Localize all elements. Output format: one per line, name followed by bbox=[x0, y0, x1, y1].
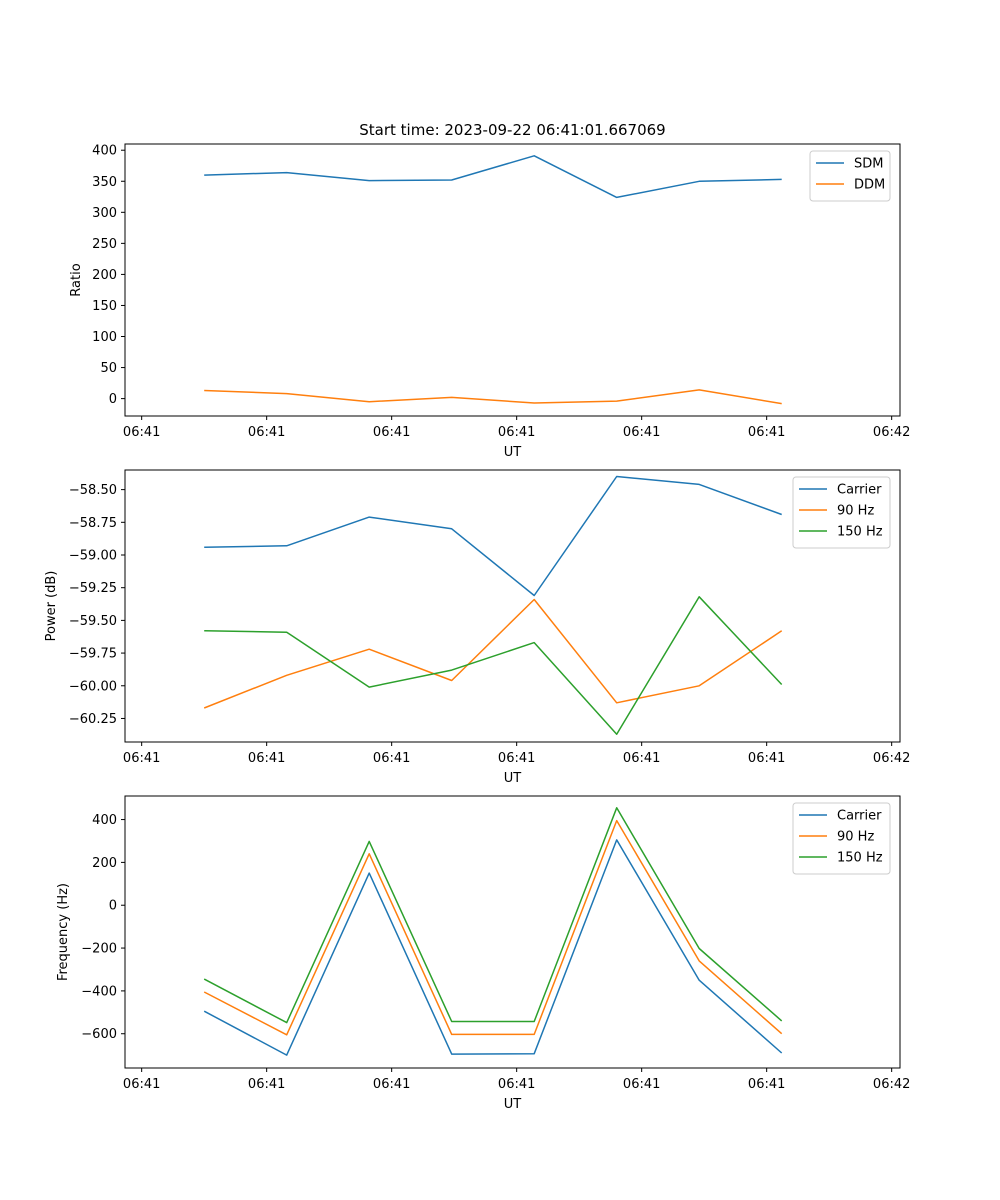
y-tick-label: −60.25 bbox=[69, 712, 117, 727]
x-tick-label: 06:41 bbox=[373, 1077, 410, 1092]
legend: SDM DDM bbox=[809, 150, 891, 202]
legend-label: SDM bbox=[854, 157, 883, 172]
y-tick-label: 0 bbox=[109, 392, 117, 407]
x-tick-label: 06:41 bbox=[123, 1077, 160, 1092]
y-tick-label: −59.75 bbox=[69, 647, 117, 662]
x-tick-label: 06:41 bbox=[623, 751, 660, 766]
x-tick-label: 06:41 bbox=[748, 425, 785, 440]
x-tick-label: 06:41 bbox=[748, 1077, 785, 1092]
legend-label: 90 Hz bbox=[837, 830, 874, 845]
series-line-carrier bbox=[203, 839, 783, 1056]
series-line-90-hz bbox=[203, 819, 783, 1036]
series-line-90-hz bbox=[203, 598, 783, 709]
x-axis-label: UT bbox=[504, 771, 522, 786]
series-line-ddm bbox=[204, 389, 782, 405]
y-tick-label: −59.00 bbox=[69, 549, 117, 564]
x-tick-label: 06:41 bbox=[123, 751, 160, 766]
plot-frame bbox=[124, 795, 901, 1069]
y-tick-label: 150 bbox=[92, 299, 117, 314]
x-tick-label: 06:42 bbox=[873, 751, 910, 766]
chart-title: Start time: 2023-09-22 06:41:01.667069 bbox=[359, 121, 665, 139]
y-tick-label: 250 bbox=[92, 237, 117, 252]
y-tick-label: 350 bbox=[92, 175, 117, 190]
legend-label: Carrier bbox=[837, 483, 882, 498]
y-tick-label: −60.00 bbox=[69, 679, 117, 694]
legend-label: Carrier bbox=[837, 809, 882, 824]
y-tick-label: 0 bbox=[109, 899, 117, 914]
x-tick-label: 06:41 bbox=[498, 751, 535, 766]
legend: Carrier 90 Hz 150 Hz bbox=[792, 802, 891, 875]
x-tick-label: 06:41 bbox=[623, 1077, 660, 1092]
x-tick-label: 06:41 bbox=[248, 1077, 285, 1092]
legend: Carrier 90 Hz 150 Hz bbox=[792, 476, 891, 549]
y-tick-label: 400 bbox=[92, 813, 117, 828]
x-tick-label: 06:42 bbox=[873, 425, 910, 440]
x-tick-label: 06:41 bbox=[248, 425, 285, 440]
series-line-150-hz bbox=[204, 596, 783, 735]
series-line-sdm bbox=[204, 155, 782, 199]
x-tick-label: 06:41 bbox=[123, 425, 160, 440]
y-axis-label: Frequency (Hz) bbox=[56, 883, 71, 981]
x-tick-label: 06:41 bbox=[498, 425, 535, 440]
y-tick-label: −58.75 bbox=[69, 516, 117, 531]
chart-panel-1: 06:41 06:41 06:41 06:41 06:41 06:41 06:42 0 50 10… bbox=[69, 121, 910, 460]
y-tick-label: 400 bbox=[92, 144, 117, 159]
legend-label: 90 Hz bbox=[837, 504, 874, 519]
y-axis-label: Power (dB) bbox=[44, 571, 59, 642]
chart-panel-2: 06:41 06:41 06:41 06:41 06:41 06:41 06:42 −60.2… bbox=[44, 469, 910, 786]
plot-frame bbox=[124, 469, 901, 743]
plot-frame bbox=[124, 143, 901, 417]
x-tick-label: 06:41 bbox=[248, 751, 285, 766]
chart-panel-3: 06:41 06:41 06:41 06:41 06:41 06:41 06:42 −600 −… bbox=[56, 795, 910, 1112]
legend-label: 150 Hz bbox=[837, 525, 883, 540]
x-tick-label: 06:41 bbox=[498, 1077, 535, 1092]
x-tick-label: 06:41 bbox=[623, 425, 660, 440]
legend-label: 150 Hz bbox=[837, 851, 883, 866]
series-line-carrier bbox=[204, 475, 782, 597]
series-line-150-hz bbox=[203, 807, 783, 1024]
y-tick-label: 300 bbox=[92, 206, 117, 221]
x-tick-label: 06:41 bbox=[373, 751, 410, 766]
y-tick-label: −400 bbox=[81, 984, 117, 999]
x-axis-label: UT bbox=[504, 1097, 522, 1112]
y-tick-label: −59.25 bbox=[69, 581, 117, 596]
x-tick-label: 06:41 bbox=[748, 751, 785, 766]
x-tick-label: 06:41 bbox=[373, 425, 410, 440]
x-axis-label: UT bbox=[504, 445, 522, 460]
y-tick-label: 50 bbox=[100, 361, 117, 376]
x-tick-label: 06:42 bbox=[873, 1077, 910, 1092]
y-axis-label: Ratio bbox=[69, 263, 84, 296]
y-tick-label: −59.50 bbox=[69, 614, 117, 629]
y-tick-label: −600 bbox=[81, 1027, 117, 1042]
y-tick-label: −58.50 bbox=[69, 483, 117, 498]
y-tick-label: 200 bbox=[92, 268, 117, 283]
legend-label: DDM bbox=[854, 178, 885, 193]
y-tick-label: −200 bbox=[81, 942, 117, 957]
y-tick-label: 200 bbox=[92, 856, 117, 871]
y-tick-label: 100 bbox=[92, 330, 117, 345]
